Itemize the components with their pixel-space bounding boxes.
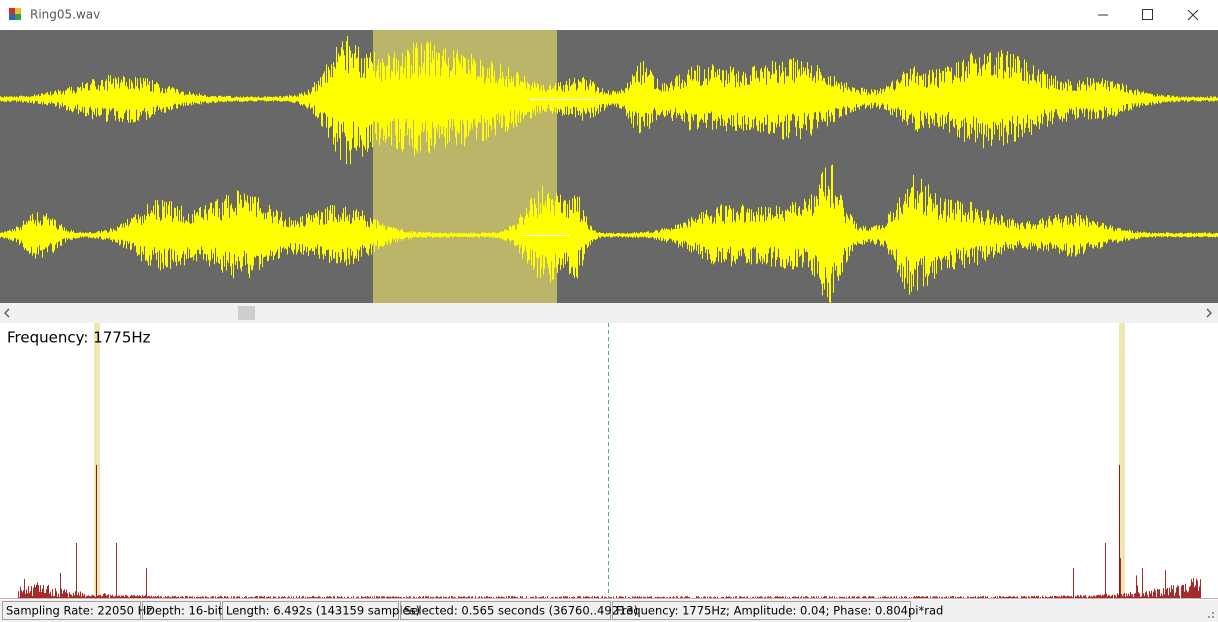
maximize-button[interactable] <box>1142 9 1153 20</box>
scroll-right[interactable] <box>1206 308 1212 318</box>
status-text: Depth: 16-bit <box>146 604 223 618</box>
app-icon <box>9 8 21 20</box>
status-panel <box>222 601 399 620</box>
status-panel <box>612 601 911 620</box>
status-panel <box>2 601 141 620</box>
waveform-area <box>0 30 1218 303</box>
status-panel <box>142 601 221 620</box>
frequency-highlight-mirror <box>1119 323 1125 598</box>
title-bar <box>0 0 1218 30</box>
frequency-highlight <box>94 323 100 598</box>
spectrum <box>18 543 1201 598</box>
close-button[interactable] <box>1187 9 1199 21</box>
frequency-label: Frequency: 1775Hz <box>7 329 151 347</box>
spectrum-area <box>0 323 1218 600</box>
waveforms <box>0 36 1218 307</box>
status-text: Sampling Rate: 22050 Hz <box>6 604 152 618</box>
status-text: Frequency: 1775Hz; Amplitude: 0.04; Phas… <box>616 604 943 618</box>
scrollbar[interactable] <box>0 303 1218 323</box>
status-text: Selected: 0.565 seconds (36760..49213) <box>404 604 638 618</box>
waveform-channel <box>0 36 1218 165</box>
spectrum-bars <box>0 465 1218 599</box>
status-panel <box>400 601 611 620</box>
waveform-channel <box>0 164 1218 307</box>
window-title: Ring05.wav <box>30 8 100 22</box>
size-grip <box>1208 612 1214 618</box>
status-text: Length: 6.492s (143159 samples) <box>226 604 420 618</box>
scroll-left[interactable] <box>4 308 10 318</box>
status-bar <box>0 600 1218 622</box>
scroll-thumb[interactable] <box>238 306 255 320</box>
